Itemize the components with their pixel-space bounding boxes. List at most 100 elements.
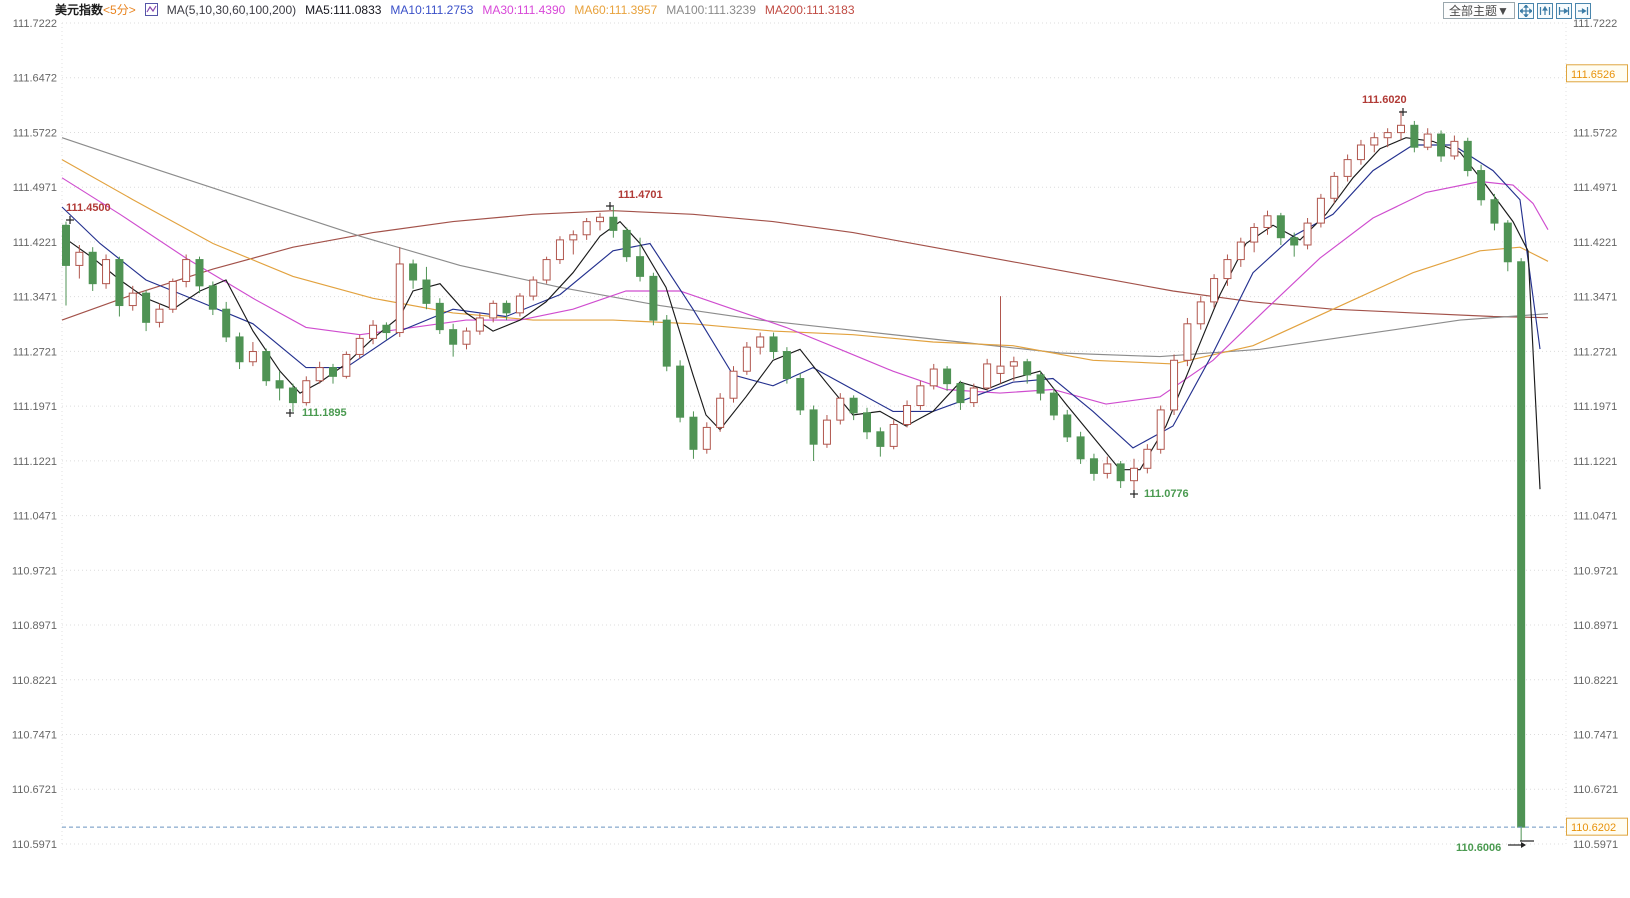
y-axis-label-right: 110.8971: [1573, 620, 1618, 632]
candle: [262, 351, 271, 382]
candle: [435, 302, 444, 331]
candle: [622, 229, 631, 258]
candle: [155, 308, 164, 323]
pan-tool-icon[interactable]: [1517, 2, 1534, 19]
candle: [1036, 374, 1045, 394]
candle: [195, 259, 204, 287]
candle: [1196, 301, 1205, 325]
y-axis-label-right: 111.2721: [1573, 346, 1617, 358]
price-annotation: 111.4500: [66, 202, 111, 214]
symbol-name: 美元指数: [55, 3, 104, 17]
candle: [1463, 140, 1472, 172]
candle: [796, 378, 805, 411]
candle: [88, 251, 97, 285]
candle: [836, 397, 845, 421]
candle: [569, 234, 578, 241]
y-axis-label-right: 111.4971: [1573, 182, 1617, 194]
candle: [1210, 278, 1219, 303]
candle: [1450, 140, 1459, 157]
candle: [1490, 199, 1499, 224]
y-axis-label-left: 111.1221: [13, 456, 57, 468]
candle: [502, 302, 511, 314]
candle: [996, 365, 1005, 374]
candle: [515, 295, 524, 314]
candle: [863, 412, 871, 433]
y-axis-label-right: 111.7222: [1573, 18, 1617, 30]
y-axis-label-left: 110.5971: [12, 839, 57, 851]
candle: [168, 280, 177, 310]
candle: [1343, 159, 1352, 177]
candle: [809, 409, 818, 445]
candle: [849, 397, 858, 414]
candle: [142, 292, 151, 323]
ma-line-ma5: [61, 137, 1541, 490]
candle: [1009, 361, 1018, 367]
ma-line-ma100: [61, 137, 1549, 358]
ma-line-ma30: [61, 177, 1549, 405]
y-axis-label-left: 111.4221: [13, 237, 57, 249]
y-axis-label-left: 111.7222: [13, 18, 57, 30]
y-axis-label-right: 111.3471: [1573, 292, 1617, 304]
ma-line-ma10: [61, 144, 1541, 449]
candle: [596, 216, 604, 223]
candle: [1223, 259, 1232, 280]
price-annotation: 111.1895: [302, 407, 347, 419]
y-axis-label-right: 110.5971: [1573, 839, 1618, 851]
price-annotation: 110.6006: [1456, 842, 1501, 854]
candle: [1383, 132, 1392, 139]
candle: [662, 319, 671, 367]
candle: [1316, 197, 1325, 224]
candle: [1183, 323, 1192, 361]
y-axis-label-right: 111.1221: [1573, 456, 1617, 468]
candle: [689, 416, 698, 450]
y-axis-label-left: 110.8221: [12, 675, 57, 687]
price-annotation: 111.6020: [1362, 94, 1407, 106]
candle: [1076, 436, 1085, 460]
candle: [929, 368, 938, 387]
candle: [248, 351, 257, 363]
candle: [355, 337, 364, 355]
candle: [208, 285, 217, 310]
candle: [943, 368, 952, 385]
candle: [1303, 222, 1312, 246]
axis-price-highlight: 111.6526: [1571, 69, 1615, 81]
candle: [1130, 467, 1138, 482]
y-axis-label-left: 111.4971: [13, 182, 57, 194]
candle: [409, 263, 418, 281]
shift-right-icon[interactable]: [1574, 2, 1591, 19]
candle: [742, 346, 751, 372]
y-axis-label-right: 111.4221: [1573, 237, 1617, 249]
fit-x-axis-icon[interactable]: [1555, 2, 1572, 19]
candle: [128, 292, 137, 307]
y-axis-label-left: 111.1971: [13, 401, 57, 413]
candle: [769, 336, 778, 353]
candle: [903, 405, 912, 425]
candle: [115, 259, 124, 307]
chart-controls: 全部主题▼: [1443, 2, 1591, 19]
fit-y-axis-icon[interactable]: [1536, 2, 1553, 19]
themes-dropdown-button[interactable]: 全部主题▼: [1443, 2, 1515, 19]
candle: [222, 308, 231, 338]
candle: [782, 351, 791, 380]
candle: [329, 367, 337, 377]
candle: [342, 353, 351, 377]
candle: [555, 239, 564, 261]
candle: [756, 336, 765, 348]
candle: [1370, 137, 1379, 146]
candle: [1170, 359, 1179, 411]
ma200-value: MA200:111.3183: [764, 2, 855, 17]
ma-group-label: MA(5,10,30,60,100,200): [166, 2, 297, 17]
y-axis-label-right: 111.1971: [1573, 401, 1617, 413]
candle: [1143, 448, 1152, 469]
candle: [1049, 392, 1058, 416]
candle: [983, 363, 992, 389]
candle: [1503, 222, 1512, 263]
y-axis-label-left: 110.8971: [12, 620, 57, 632]
candle: [1477, 170, 1486, 201]
candle: [102, 259, 111, 285]
candle: [422, 279, 431, 304]
candle: [1023, 361, 1032, 376]
indicator-settings-icon[interactable]: [144, 3, 158, 16]
